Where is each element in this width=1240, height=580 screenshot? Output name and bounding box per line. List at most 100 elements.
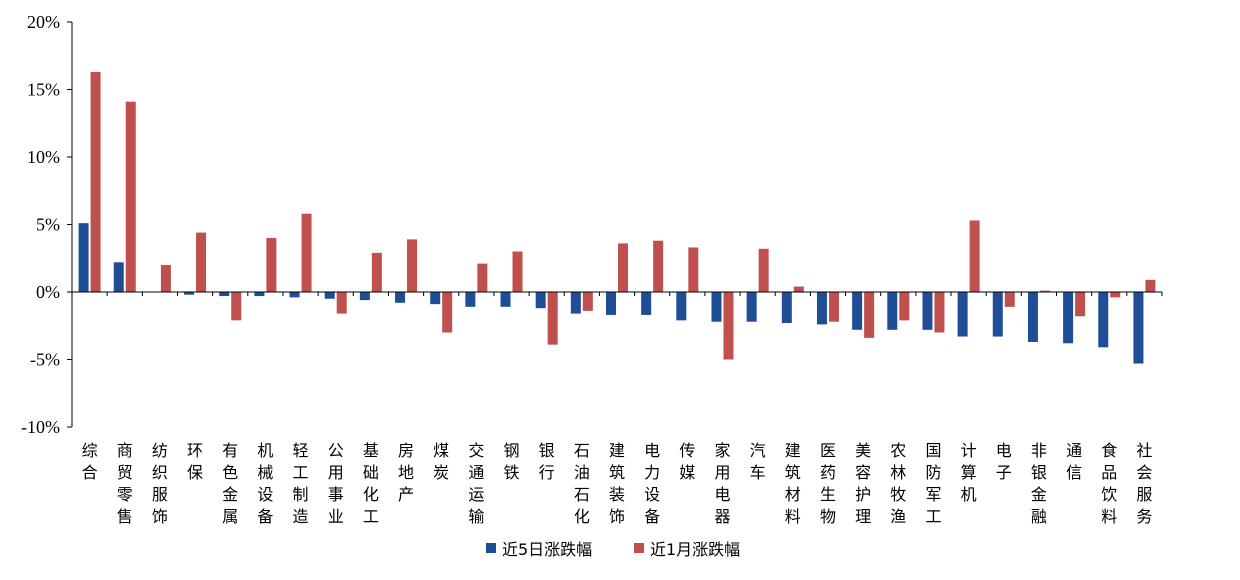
legend-swatch [634,543,644,553]
bar-1month-14 [582,292,593,311]
y-tick-label: -5% [30,350,60,370]
category-label: 家用电器 [714,441,730,526]
category-label: 电子 [996,441,1012,482]
bar-5day-6 [289,292,300,298]
y-tick-label: 5% [36,215,60,235]
bar-1month-8 [371,252,382,292]
y-tick-label: 0% [36,282,60,302]
bar-1month-20 [793,286,804,292]
bar-5day-10 [430,292,441,305]
bar-5day-9 [395,292,406,303]
category-label: 银行 [539,441,555,482]
y-tick-label: 15% [27,80,60,100]
category-label: 国防军工 [925,441,941,526]
category-label: 非银金融 [1031,441,1047,526]
category-label: 煤炭 [433,441,449,482]
category-label: 有色金属 [222,441,238,526]
bar-5day-1 [113,262,124,292]
category-label: 通信 [1066,441,1082,482]
bars [78,71,1156,364]
category-label: 综合 [82,441,98,482]
category-label: 公用事业 [328,441,344,526]
bar-1month-28 [1075,292,1086,317]
bar-1month-25 [969,220,980,292]
bar-5day-11 [465,292,476,307]
bar-5day-19 [746,292,757,322]
legend-label: 近5日涨跌幅 [502,540,592,559]
category-label: 建筑装饰 [609,441,625,526]
category-label: 电力设备 [644,441,660,526]
bar-5day-26 [992,292,1003,337]
bar-5day-4 [219,292,230,297]
bar-1month-11 [477,263,488,292]
category-label: 商贸零售 [117,441,133,526]
bar-1month-4 [231,292,242,321]
legend: 近5日涨跌幅 近1月涨跌幅 [486,540,740,559]
bar-5day-20 [781,292,792,324]
bar-5day-21 [816,292,827,325]
bar-1month-12 [512,251,523,292]
y-tick-label: 10% [27,147,60,167]
bar-5day-27 [1027,292,1038,342]
category-label: 交通运输 [468,441,484,526]
bar-1month-13 [547,292,558,345]
category-label: 社会服务 [1136,441,1152,526]
bar-1month-7 [336,292,347,314]
bar-5day-25 [957,292,968,337]
category-label: 计算机 [961,441,977,504]
bar-5day-7 [324,292,335,299]
category-label: 房地产 [398,441,414,504]
category-label: 美容护理 [855,441,871,526]
bar-1month-1 [125,101,136,293]
bar-1month-10 [442,292,453,333]
zero-baseline [71,291,1163,296]
bar-1month-0 [90,71,101,292]
category-label: 机械设备 [257,441,273,526]
legend-swatch [486,543,496,553]
bar-5day-8 [359,292,370,301]
y-axis: -10% -5% 0% 5% 10% 15% 20% [21,12,73,437]
bar-1month-16 [653,240,664,292]
category-label: 基础化工 [363,441,379,526]
bar-1month-17 [688,247,699,292]
category-label: 纺织服饰 [152,441,168,526]
bar-5day-13 [535,292,546,309]
bar-5day-0 [78,223,89,292]
bar-1month-5 [266,238,277,292]
bar-1month-18 [723,292,734,360]
bar-1month-22 [864,292,875,338]
y-tick-label: -10% [21,417,60,437]
bar-1month-23 [899,292,910,321]
bar-5day-12 [500,292,511,307]
category-label: 食品饮料 [1101,441,1117,526]
bar-5day-23 [887,292,898,330]
bar-5day-30 [1133,292,1144,364]
y-tick-label: 20% [27,12,60,32]
bar-5day-28 [1063,292,1074,344]
bar-1month-15 [618,243,628,292]
bar-5day-17 [676,292,687,321]
bar-1month-2 [160,265,171,292]
bar-5day-15 [606,292,616,315]
category-label: 农林牧渔 [890,441,906,526]
category-label: 环保 [187,441,203,482]
category-label: 传媒 [679,441,695,482]
bar-5day-24 [922,292,933,330]
bar-5day-22 [852,292,863,330]
category-labels: 综合 商贸零售 纺织服饰 环保 有色金属 机械设备 轻工制造 公用事业 基础化工 房地产 煤炭 交通运… [82,441,1153,526]
bar-5day-3 [184,292,195,295]
legend-label: 近1月涨跌幅 [650,540,740,559]
bar-5day-29 [1098,292,1109,348]
bar-1month-27 [1039,290,1050,292]
category-label: 建筑材料 [785,441,801,526]
category-label: 医药生物 [820,441,836,526]
bar-1month-29 [1110,292,1121,298]
bar-1month-6 [301,213,312,292]
bar-1month-9 [407,239,418,292]
category-label: 轻工制造 [293,441,309,526]
bar-1month-30 [1145,279,1156,292]
bar-1month-24 [934,292,945,333]
bar-5day-16 [641,292,652,315]
bar-5day-14 [570,292,581,314]
